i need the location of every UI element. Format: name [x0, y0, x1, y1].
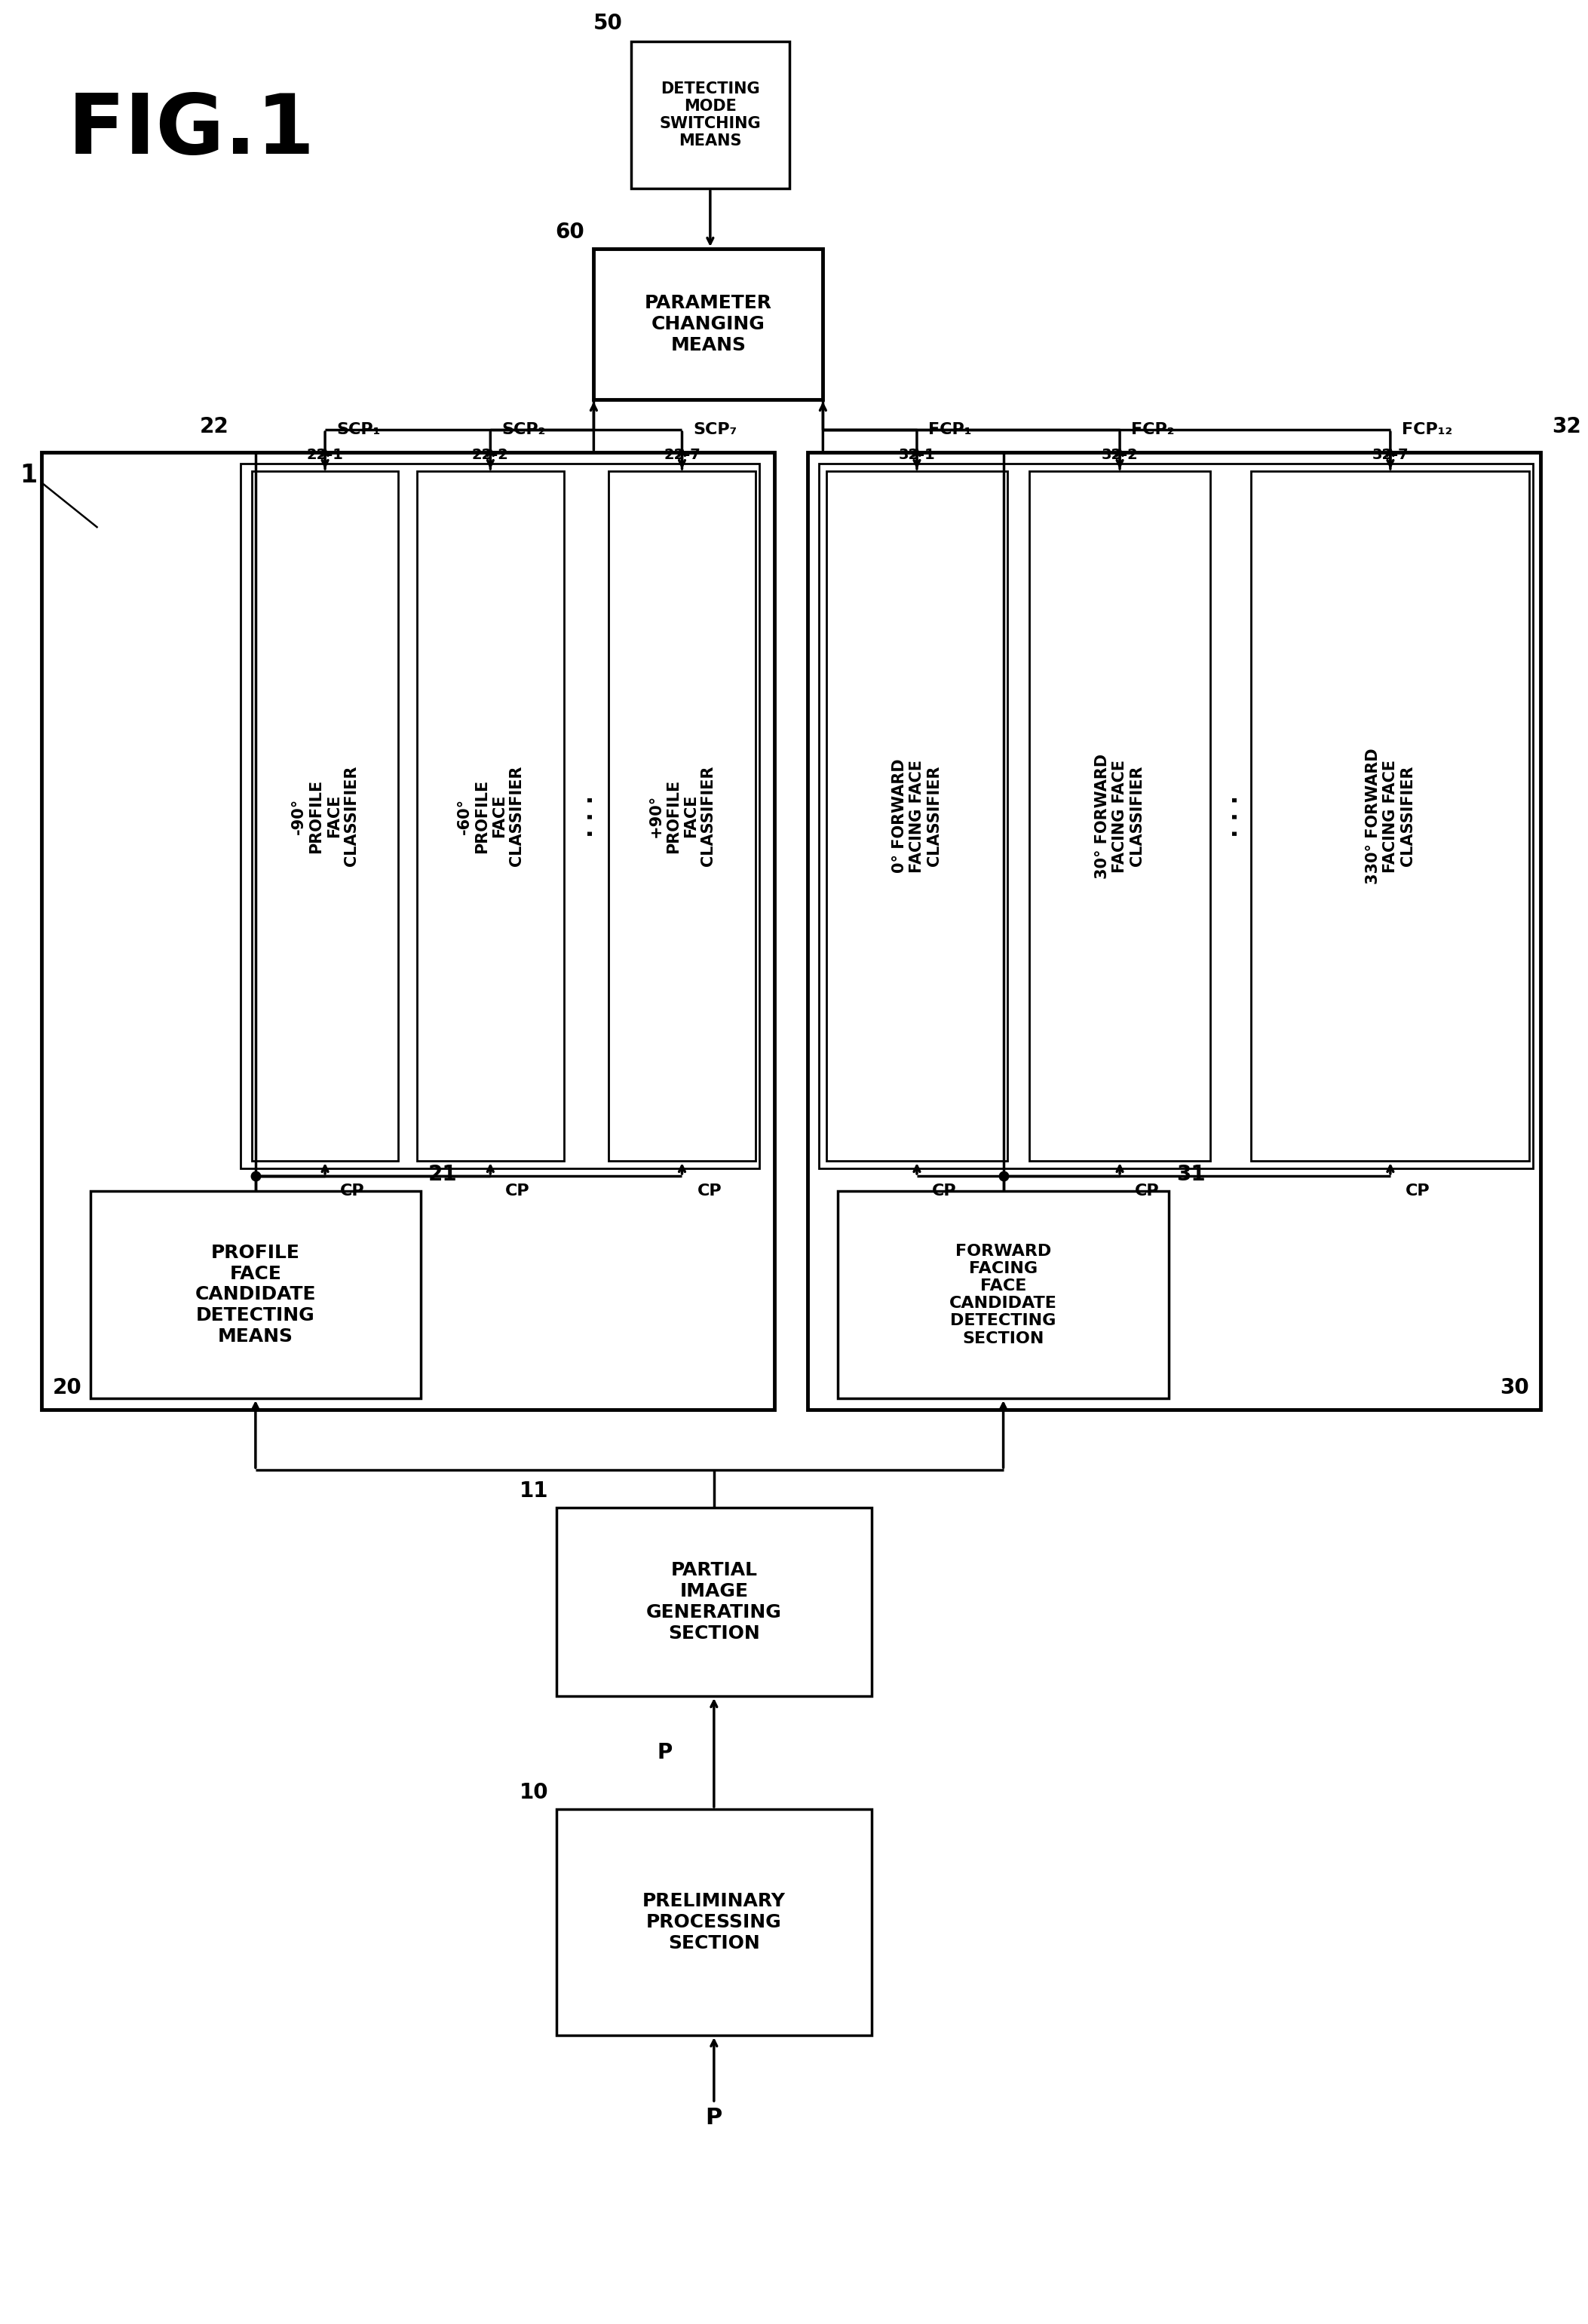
- Bar: [838, 1190, 1169, 1399]
- Bar: [827, 472, 1007, 1162]
- Text: P: P: [705, 2108, 723, 2129]
- Text: 22-7: 22-7: [664, 449, 700, 462]
- Text: -90°
PROFILE
FACE
CLASSIFIER: -90° PROFILE FACE CLASSIFIER: [291, 765, 359, 867]
- Bar: [556, 1808, 872, 2036]
- Text: 0° FORWARD
FACING FACE
CLASSIFIER: 0° FORWARD FACING FACE CLASSIFIER: [892, 760, 942, 874]
- Text: DETECTING
MODE
SWITCHING
MEANS: DETECTING MODE SWITCHING MEANS: [659, 81, 761, 149]
- Text: CP: CP: [932, 1183, 956, 1199]
- Text: 21: 21: [429, 1164, 457, 1185]
- Text: -60°
PROFILE
FACE
CLASSIFIER: -60° PROFILE FACE CLASSIFIER: [457, 765, 524, 867]
- Text: SCP₁: SCP₁: [337, 423, 381, 437]
- Text: . . .: . . .: [575, 795, 597, 837]
- Bar: [808, 453, 1540, 1411]
- Text: PARTIAL
IMAGE
GENERATING
SECTION: PARTIAL IMAGE GENERATING SECTION: [646, 1562, 781, 1643]
- Bar: [819, 462, 1532, 1169]
- Text: P: P: [657, 1743, 673, 1764]
- Bar: [240, 462, 759, 1169]
- Text: FIG.1: FIG.1: [68, 91, 314, 172]
- Text: 22-1: 22-1: [306, 449, 343, 462]
- Text: CP: CP: [1135, 1183, 1159, 1199]
- Text: PRELIMINARY
PROCESSING
SECTION: PRELIMINARY PROCESSING SECTION: [642, 1892, 786, 1952]
- Text: 11: 11: [519, 1480, 548, 1501]
- Text: 20: 20: [52, 1378, 83, 1399]
- Text: FCP₁₂: FCP₁₂: [1402, 423, 1453, 437]
- Text: 1: 1: [21, 462, 38, 488]
- Text: CP: CP: [697, 1183, 721, 1199]
- Text: 10: 10: [519, 1783, 548, 1803]
- Text: 60: 60: [556, 221, 584, 242]
- Bar: [556, 1508, 872, 1697]
- Text: CP: CP: [505, 1183, 530, 1199]
- Bar: [1251, 472, 1529, 1162]
- Text: . . .: . . .: [1220, 795, 1242, 837]
- Text: FCP₁: FCP₁: [927, 423, 972, 437]
- Bar: [594, 249, 823, 400]
- Bar: [632, 42, 789, 188]
- Text: CP: CP: [1405, 1183, 1429, 1199]
- Text: 50: 50: [592, 14, 622, 35]
- Bar: [41, 453, 773, 1411]
- Text: 32-7: 32-7: [1372, 449, 1409, 462]
- Text: 22-2: 22-2: [472, 449, 508, 462]
- Text: FCP₂: FCP₂: [1131, 423, 1175, 437]
- Text: 31: 31: [1177, 1164, 1205, 1185]
- Text: PARAMETER
CHANGING
MEANS: PARAMETER CHANGING MEANS: [645, 295, 772, 353]
- Text: SCP₂: SCP₂: [502, 423, 546, 437]
- Text: 330° FORWARD
FACING FACE
CLASSIFIER: 330° FORWARD FACING FACE CLASSIFIER: [1366, 748, 1415, 883]
- Bar: [252, 472, 399, 1162]
- Text: CP: CP: [340, 1183, 365, 1199]
- Bar: [91, 1190, 421, 1399]
- Text: 32-2: 32-2: [1102, 449, 1139, 462]
- Text: 32: 32: [1551, 416, 1582, 437]
- Text: 22: 22: [200, 416, 229, 437]
- Bar: [608, 472, 756, 1162]
- Bar: [1029, 472, 1210, 1162]
- Text: PROFILE
FACE
CANDIDATE
DETECTING
MEANS: PROFILE FACE CANDIDATE DETECTING MEANS: [195, 1243, 316, 1346]
- Text: 30° FORWARD
FACING FACE
CLASSIFIER: 30° FORWARD FACING FACE CLASSIFIER: [1094, 753, 1145, 878]
- Text: SCP₇: SCP₇: [694, 423, 737, 437]
- Text: FORWARD
FACING
FACE
CANDIDATE
DETECTING
SECTION: FORWARD FACING FACE CANDIDATE DETECTING …: [950, 1243, 1058, 1346]
- Text: 30: 30: [1501, 1378, 1529, 1399]
- Bar: [418, 472, 564, 1162]
- Text: 32-1: 32-1: [899, 449, 935, 462]
- Text: +90°
PROFILE
FACE
CLASSIFIER: +90° PROFILE FACE CLASSIFIER: [648, 765, 716, 867]
